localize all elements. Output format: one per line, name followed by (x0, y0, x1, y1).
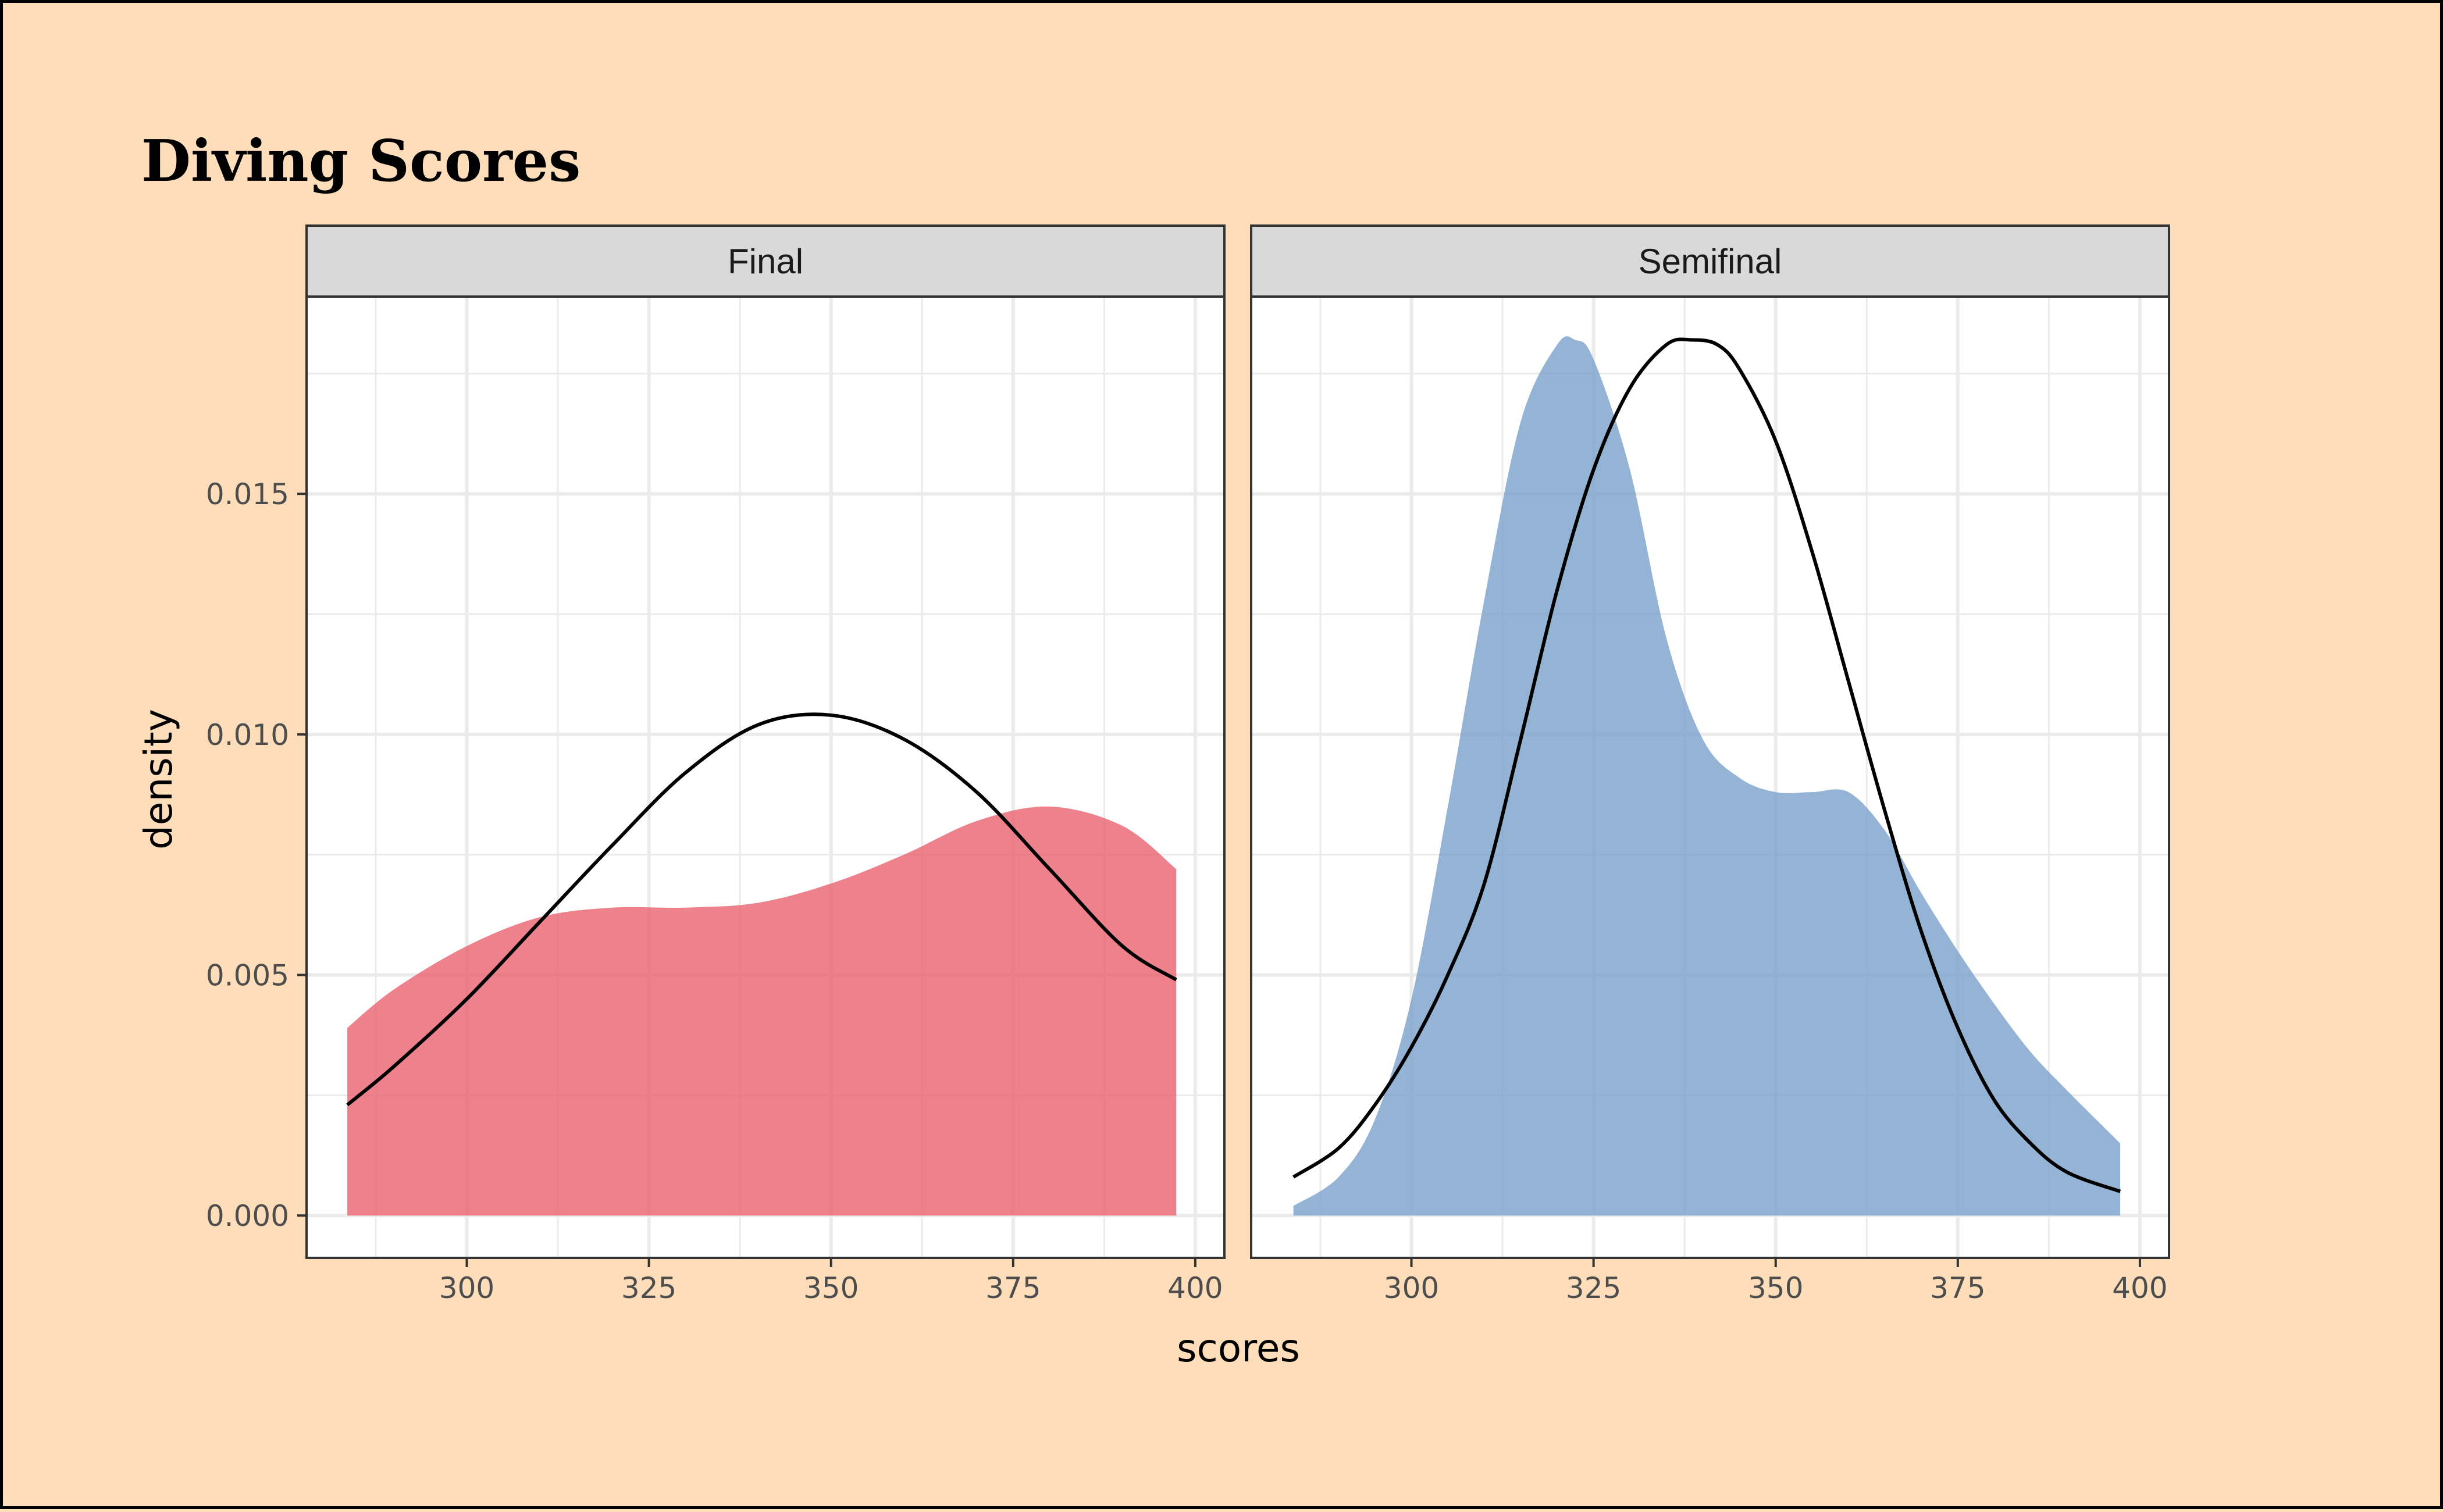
density-area-semifinal (1293, 336, 2121, 1216)
x-tick-label: 350 (1748, 1271, 1803, 1305)
chart-title: Diving Scores (141, 128, 581, 195)
facet-panels: Final 300 325 350 375 400 0.000 0.005 0.010 0.015… (206, 224, 2170, 1305)
y-tick-label: 0.005 (206, 959, 289, 993)
x-tick-label: 375 (1930, 1271, 1985, 1305)
y-tick-label: 0.000 (206, 1199, 289, 1233)
x-tick-label: 325 (1566, 1271, 1621, 1305)
normal-curve-semifinal (1292, 337, 2121, 1193)
facet-panel-final: Final 300 325 350 375 400 0.000 0.005 0.010 0.015 (206, 224, 1226, 1305)
facet-strip-label: Semifinal (1639, 242, 1782, 281)
x-tick-label: 350 (803, 1271, 859, 1305)
facet-panel-semifinal: Semifinal 300 325 350 375 400 (1250, 224, 2170, 1305)
x-tick-label: 300 (1384, 1271, 1439, 1305)
density-area-final (347, 806, 1177, 1216)
x-tick-label: 400 (1167, 1271, 1223, 1305)
x-tick-label: 325 (621, 1271, 676, 1305)
facet-strip-label: Final (728, 242, 803, 281)
x-tick-label: 400 (2112, 1271, 2167, 1305)
facet-strip (305, 224, 1226, 298)
chart-canvas: Diving Scores Final 300 325 350 375 400 0.000 0… (136, 128, 2170, 1371)
y-tick-label: 0.015 (206, 477, 289, 511)
y-axis-title: density (136, 709, 181, 850)
y-tick-label: 0.010 (206, 718, 289, 752)
normal-curve-final (346, 712, 1177, 1107)
facet-strip (1250, 224, 2170, 298)
x-axis-title: scores (1177, 1326, 1300, 1371)
x-tick-label: 300 (439, 1271, 494, 1305)
x-tick-label: 375 (985, 1271, 1041, 1305)
